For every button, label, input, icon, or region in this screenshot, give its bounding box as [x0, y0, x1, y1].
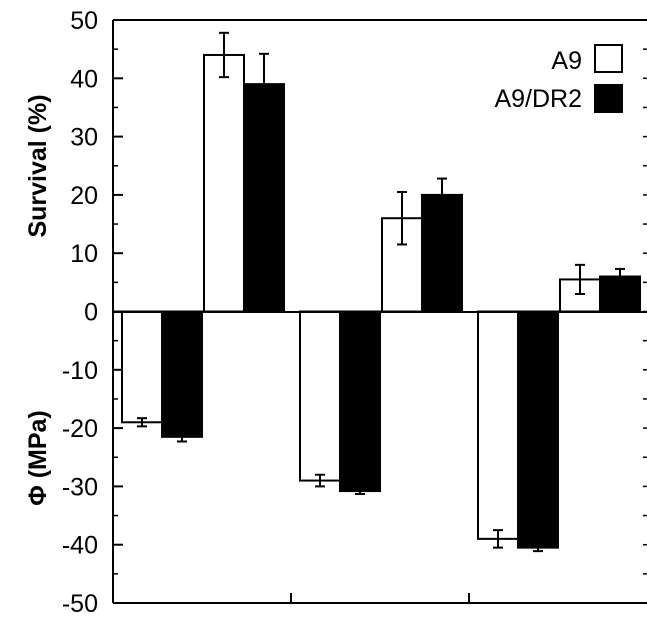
y-tick-label: -10 — [62, 357, 98, 385]
y-tick-label: 20 — [70, 182, 98, 210]
y-axis-title-survival: Survival (%) — [24, 94, 52, 237]
y-tick-label: 0 — [84, 299, 98, 327]
legend: A9 A9/DR2 — [494, 44, 623, 113]
bars — [121, 53, 641, 549]
axis-ticks: -50 -40 -30 -20 -10 0 10 20 30 40 50 — [62, 7, 647, 618]
y-tick-label: 40 — [70, 65, 98, 93]
legend-swatch-a9 — [594, 44, 623, 73]
axes — [112, 19, 647, 604]
y-tick-label: -40 — [62, 532, 98, 560]
y-axis-title-phi: Φ (MPa) — [24, 410, 52, 506]
bar — [121, 310, 163, 424]
legend-swatch-a9-dr2 — [594, 84, 623, 113]
bar — [203, 53, 245, 313]
legend-label-a9-dr2: A9/DR2 — [494, 85, 582, 113]
bar — [477, 310, 519, 540]
bar — [421, 193, 463, 313]
y-tick-label: -30 — [62, 473, 98, 501]
bar — [339, 310, 381, 493]
bar — [299, 310, 341, 482]
bar — [517, 310, 559, 549]
y-tick-label: 10 — [70, 240, 98, 268]
bar — [161, 310, 203, 438]
y-tick-label: 30 — [70, 124, 98, 152]
bar — [243, 83, 285, 313]
legend-label-a9: A9 — [551, 47, 582, 75]
error-bars — [137, 31, 625, 553]
y-tick-label: -50 — [62, 590, 98, 618]
y-tick-label: -20 — [62, 415, 98, 443]
y-tick-label: 50 — [70, 7, 98, 35]
